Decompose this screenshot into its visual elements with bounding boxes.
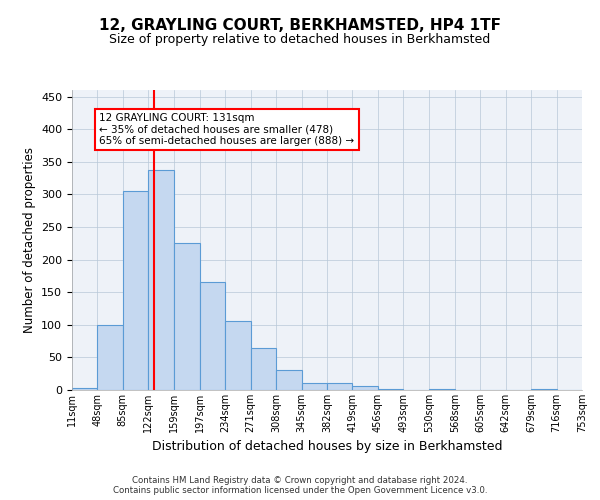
Bar: [251, 348, 276, 390]
Y-axis label: Number of detached properties: Number of detached properties: [23, 147, 35, 333]
Text: Size of property relative to detached houses in Berkhamsted: Size of property relative to detached ho…: [109, 32, 491, 46]
Text: Contains HM Land Registry data © Crown copyright and database right 2024.
Contai: Contains HM Land Registry data © Crown c…: [113, 476, 487, 495]
Bar: [225, 321, 251, 390]
Bar: [72, 388, 97, 390]
Bar: [148, 170, 174, 390]
Bar: [352, 386, 378, 390]
Bar: [378, 388, 403, 390]
Bar: [327, 384, 352, 390]
Bar: [97, 326, 123, 390]
Bar: [276, 370, 302, 390]
Text: 12 GRAYLING COURT: 131sqm
← 35% of detached houses are smaller (478)
65% of semi: 12 GRAYLING COURT: 131sqm ← 35% of detac…: [100, 113, 355, 146]
Bar: [174, 244, 200, 390]
Bar: [302, 384, 327, 390]
Text: 12, GRAYLING COURT, BERKHAMSTED, HP4 1TF: 12, GRAYLING COURT, BERKHAMSTED, HP4 1TF: [99, 18, 501, 32]
Bar: [200, 282, 225, 390]
Bar: [123, 191, 148, 390]
X-axis label: Distribution of detached houses by size in Berkhamsted: Distribution of detached houses by size …: [152, 440, 502, 454]
